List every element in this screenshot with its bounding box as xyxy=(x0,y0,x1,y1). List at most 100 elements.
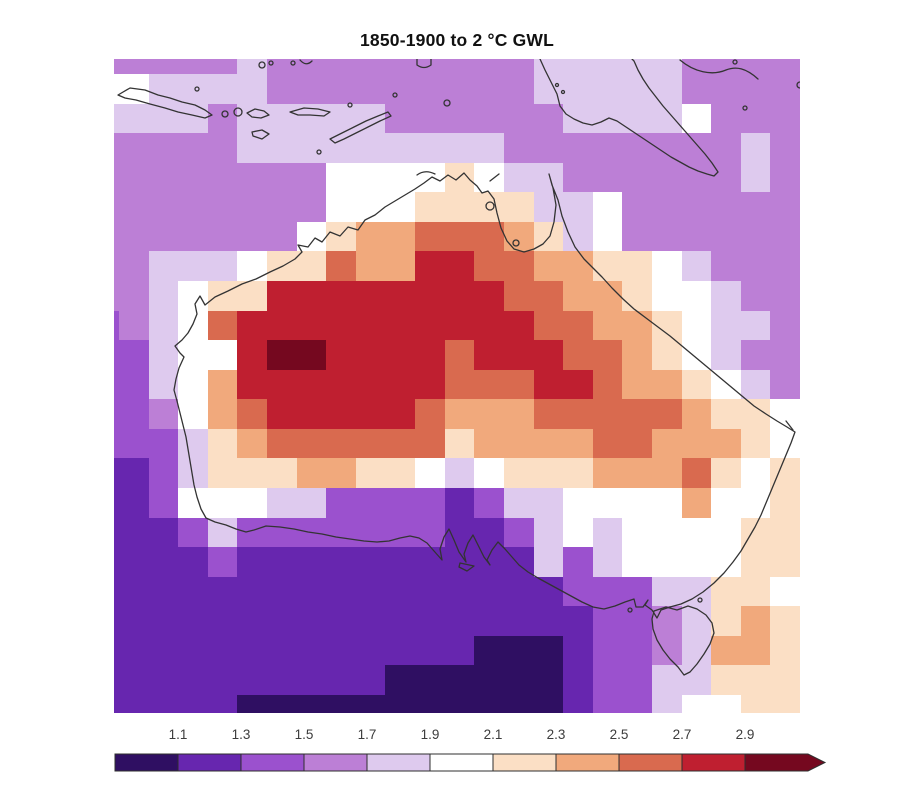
map-cell xyxy=(592,665,623,695)
map-cell xyxy=(114,133,119,163)
map-cell xyxy=(178,162,208,193)
map-cell xyxy=(711,221,741,252)
map-cell xyxy=(474,635,504,666)
map-cell xyxy=(770,59,800,74)
map-cell xyxy=(711,487,741,518)
map-cell xyxy=(503,162,534,193)
map-cell xyxy=(385,428,416,459)
map-cell xyxy=(681,103,712,134)
map-cell xyxy=(148,192,179,222)
map-cell xyxy=(148,606,179,636)
map-cell xyxy=(444,547,475,577)
map-cell xyxy=(770,635,800,666)
map-cell xyxy=(444,280,475,311)
map-cell xyxy=(770,340,800,370)
map-cell xyxy=(178,310,208,341)
map-cell xyxy=(207,340,238,370)
map-cell xyxy=(563,694,593,713)
map-cell xyxy=(533,547,564,577)
map-cell xyxy=(740,399,771,429)
map-cell xyxy=(148,340,179,370)
map-cell xyxy=(114,635,119,666)
map-cell xyxy=(681,251,712,281)
map-cell xyxy=(326,399,356,429)
map-cell xyxy=(444,635,475,666)
map-cell xyxy=(444,665,475,695)
map-cell xyxy=(385,133,416,163)
map-cell xyxy=(355,162,386,193)
map-cell xyxy=(651,458,682,488)
map-cell xyxy=(207,547,238,577)
map-cell xyxy=(296,487,327,518)
map-cell xyxy=(119,606,149,636)
map-cell xyxy=(533,74,564,104)
map-cell xyxy=(651,517,682,548)
map-cell xyxy=(592,399,623,429)
map-cell xyxy=(651,694,682,713)
map-cell xyxy=(114,606,119,636)
map-cell xyxy=(148,103,179,134)
map-cell xyxy=(474,487,504,518)
map-cell xyxy=(237,162,268,193)
map-cell xyxy=(326,221,356,252)
map-cell xyxy=(474,74,504,104)
map-cell xyxy=(178,340,208,370)
map-cell xyxy=(385,162,416,193)
map-cell xyxy=(681,162,712,193)
map-cell xyxy=(114,694,119,713)
map-cell xyxy=(770,458,800,488)
chart-title: 1850-1900 to 2 °C GWL xyxy=(359,30,555,50)
map-cell xyxy=(119,59,149,74)
map-cell xyxy=(651,280,682,311)
map-cell xyxy=(770,487,800,518)
colorbar-tick-label: 2.3 xyxy=(546,727,566,742)
map-cell xyxy=(148,251,179,281)
map-cell xyxy=(119,458,149,488)
map-cell xyxy=(119,399,149,429)
map-cell xyxy=(296,280,327,311)
map-cell xyxy=(385,635,416,666)
map-cell xyxy=(355,635,386,666)
map-cell xyxy=(622,280,652,311)
map-cell xyxy=(355,665,386,695)
map-cell xyxy=(267,192,297,222)
map-cell xyxy=(563,547,593,577)
map-cell xyxy=(740,340,771,370)
map-cell xyxy=(533,133,564,163)
map-cell xyxy=(622,74,652,104)
map-cell xyxy=(296,694,327,713)
map-cell xyxy=(148,428,179,459)
map-cell xyxy=(207,635,238,666)
map-cell xyxy=(592,606,623,636)
map-cell xyxy=(592,103,623,134)
map-cell xyxy=(563,428,593,459)
map-cell xyxy=(681,74,712,104)
map-cell xyxy=(148,59,179,74)
map-cell xyxy=(114,547,119,577)
map-cell xyxy=(563,517,593,548)
map-cell xyxy=(651,665,682,695)
map-cell xyxy=(267,310,297,341)
map-cell xyxy=(711,635,741,666)
map-cell xyxy=(592,547,623,577)
map-cell xyxy=(444,428,475,459)
colorbar-segment xyxy=(492,753,557,772)
map-cell xyxy=(114,369,119,400)
map-cell xyxy=(770,251,800,281)
map-cell xyxy=(740,458,771,488)
map-cell xyxy=(592,428,623,459)
map-cell xyxy=(503,310,534,341)
colorbar-bar xyxy=(114,753,827,772)
colorbar-tick-label: 1.9 xyxy=(420,727,440,742)
map-cell xyxy=(415,458,445,488)
map-cell xyxy=(651,251,682,281)
colorbar-segment xyxy=(681,753,746,772)
map-cell xyxy=(237,576,268,607)
map-cell xyxy=(207,103,238,134)
colorbar-segment xyxy=(240,753,305,772)
map-cell xyxy=(622,251,652,281)
map-cell xyxy=(326,310,356,341)
map-cell xyxy=(178,517,208,548)
map-cell xyxy=(148,517,179,548)
map-cell xyxy=(385,576,416,607)
